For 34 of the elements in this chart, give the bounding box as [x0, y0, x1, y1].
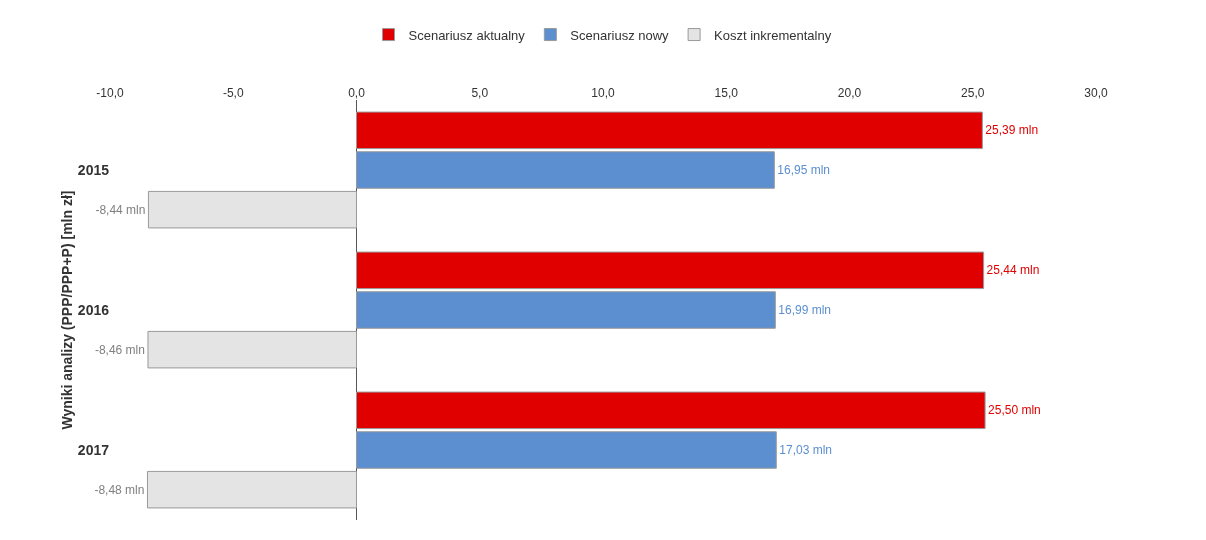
x-tick-label: 25,0 [961, 85, 985, 100]
x-tick-label: -5,0 [222, 85, 244, 100]
x-tick-label: 15,0 [714, 85, 739, 100]
x-tick-label: 0,0 [348, 85, 366, 100]
x-tick-label: 10,0 [591, 85, 615, 100]
x-tick-label: 30,0 [1084, 85, 1108, 100]
y-tick-label: 2015 [77, 161, 110, 178]
bar [147, 190, 357, 229]
bar [147, 330, 357, 369]
legend-label: Scenariusz nowy [570, 27, 670, 43]
bar [356, 111, 983, 150]
bar [356, 391, 986, 430]
y-tick-label: 2016 [77, 301, 110, 318]
bar [356, 431, 777, 469]
data-label: 25,39 mln [985, 123, 1039, 138]
bar [146, 470, 357, 509]
data-label: 16,95 mln [777, 163, 831, 177]
data-label: 25,44 mln [986, 263, 1040, 278]
data-label: -8,44 mln [95, 202, 146, 217]
x-tick-label: 5,0 [471, 85, 489, 100]
bar [356, 151, 775, 189]
x-tick-label: 20,0 [837, 85, 862, 100]
y-axis-title: Wyniki analizy (PPP/PPP+P) [mln zł] [59, 190, 75, 430]
data-label: 16,99 mln [778, 303, 831, 317]
y-tick-label: 2017 [77, 441, 110, 458]
data-label: -8,48 mln [94, 482, 145, 497]
data-label: 25,50 mln [988, 403, 1041, 418]
legend-label: Scenariusz aktualny [408, 27, 526, 43]
data-label: 17,03 mln [779, 443, 832, 457]
data-label: -8,46 mln [94, 342, 145, 357]
x-tick-label: -10,0 [96, 85, 124, 100]
bar [356, 291, 776, 329]
legend-label: Koszt inkrementalny [714, 27, 832, 43]
bar [356, 251, 985, 290]
